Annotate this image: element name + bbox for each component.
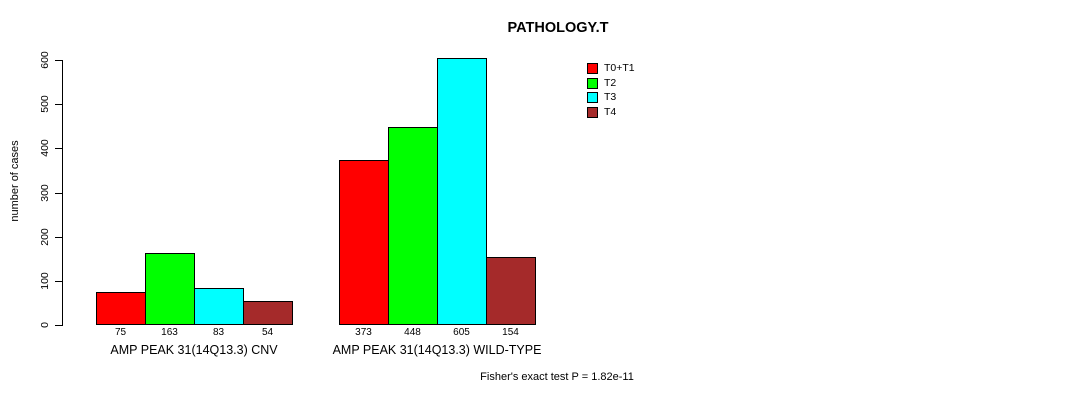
- y-axis-tick: [55, 281, 62, 282]
- legend-item: T3: [587, 91, 635, 104]
- legend-item: T4: [587, 105, 635, 118]
- bar: [145, 253, 195, 325]
- legend-swatch: [587, 92, 598, 104]
- legend-label: T2: [604, 76, 617, 89]
- bar-value-label: 605: [453, 327, 470, 338]
- y-axis-tick: [55, 148, 62, 149]
- y-axis-tick-label: 400: [39, 139, 51, 157]
- y-axis-tick: [55, 325, 62, 326]
- y-axis-tick-label: 500: [39, 95, 51, 113]
- bar: [339, 160, 389, 325]
- bar: [96, 292, 146, 325]
- legend-label: T4: [604, 105, 617, 118]
- y-axis-tick-label: 200: [39, 228, 51, 246]
- y-axis-label: number of cases: [9, 140, 21, 222]
- legend-item: T0+T1: [587, 63, 635, 74]
- legend-label: T3: [604, 91, 617, 104]
- legend: T0+T1 T2 T3 T4: [587, 63, 635, 121]
- legend-label: T0+T1: [604, 62, 635, 74]
- bar: [243, 301, 293, 325]
- y-axis-tick-label: 300: [39, 184, 51, 202]
- y-axis-tick: [55, 237, 62, 238]
- bar-value-label: 373: [355, 327, 372, 338]
- bar-value-label: 83: [212, 327, 225, 338]
- bar: [194, 288, 244, 325]
- bar: [486, 257, 536, 325]
- y-axis-tick-label: 100: [39, 272, 51, 290]
- y-axis-tick: [55, 60, 62, 61]
- y-axis-line: [62, 60, 63, 326]
- bar-value-label: 448: [404, 327, 421, 338]
- x-axis-group-label: AMP PEAK 31(14Q13.3) WILD-TYPE: [332, 343, 542, 357]
- legend-item: T2: [587, 76, 635, 89]
- x-axis-group-label: AMP PEAK 31(14Q13.3) CNV: [110, 343, 278, 357]
- stat-annotation: Fisher's exact test P = 1.82e-11: [480, 371, 634, 383]
- y-axis-tick: [55, 193, 62, 194]
- legend-swatch: [587, 77, 598, 89]
- bar-value-label: 163: [161, 327, 178, 338]
- bar-value-label: 75: [114, 327, 127, 338]
- y-axis-tick-label: 0: [39, 322, 51, 328]
- legend-swatch: [587, 106, 598, 118]
- y-axis-tick-label: 600: [39, 51, 51, 69]
- y-axis-tick: [55, 104, 62, 105]
- bar-value-label: 154: [502, 327, 519, 338]
- bar-value-label: 54: [261, 327, 274, 338]
- bar: [437, 58, 487, 325]
- bar: [388, 127, 438, 325]
- chart-title: PATHOLOGY.T: [507, 20, 609, 36]
- legend-swatch: [587, 63, 598, 74]
